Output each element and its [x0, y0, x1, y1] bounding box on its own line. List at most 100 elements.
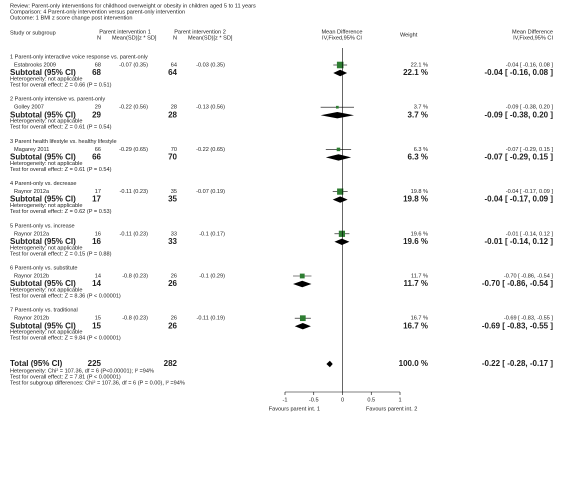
effect: -0.07 [ -0.29, 0.15 ]: [485, 153, 554, 162]
n1: 66: [95, 147, 101, 153]
effect: -0.09 [ -0.38, 0.20 ]: [506, 105, 554, 111]
study-name: Raynor 2012b: [14, 273, 49, 279]
n1: 16: [95, 231, 101, 237]
n2: 282: [164, 359, 178, 368]
n2: 64: [168, 68, 177, 77]
column-header: N: [97, 35, 101, 41]
diamond: [294, 323, 311, 330]
subgroup-title: 7 Parent-only vs. traditional: [10, 308, 78, 314]
heterogeneity: Heterogeneity: not applicable: [10, 287, 82, 293]
weight: 19.6 %: [403, 237, 428, 246]
mean1: -0.8 (0.23): [122, 316, 148, 322]
overall-test: Test for overall effect: Z = 0.62 (P = 0…: [10, 209, 112, 215]
overall-test: Test for overall effect: Z = 0.66 (P = 0…: [10, 82, 112, 88]
diamond: [334, 238, 350, 245]
diamond: [293, 280, 312, 288]
diamond: [326, 360, 333, 368]
effect-square: [336, 147, 341, 152]
effect: -0.04 [ -0.16, 0.08 ]: [485, 68, 554, 77]
overall-test: Test for overall effect: Z = 0.61 (P = 0…: [10, 167, 112, 173]
column-header: Mean(SD)[z * SD]: [112, 35, 157, 41]
effect: -0.04 [ -0.17, 0.09 ]: [485, 195, 554, 204]
mean1: -0.8 (0.23): [122, 273, 148, 279]
column-header: Mean(SD)[z * SD]: [188, 35, 233, 41]
column-header: Mean Difference: [512, 29, 553, 35]
mean2: -0.03 (0.35): [196, 62, 225, 68]
study-name: Raynor 2012a: [14, 231, 50, 237]
mean2: -0.11 (0.19): [196, 316, 225, 322]
mean2: -0.1 (0.29): [199, 273, 225, 279]
n2: 64: [171, 62, 177, 68]
heterogeneity: Heterogeneity: not applicable: [10, 161, 82, 167]
overall-test: Test for overall effect: Z = 0.61 (P = 0…: [10, 125, 112, 131]
column-header: Parent intervention 1: [99, 29, 151, 35]
n2: 28: [171, 105, 177, 111]
header-line: Outcome: 1 BMI z score change post inter…: [10, 15, 133, 21]
weight: 3.7 %: [408, 110, 428, 119]
n2: 70: [168, 153, 177, 162]
total-note: Test for subgroup differences: Chi² = 10…: [10, 380, 185, 386]
mean1: -0.22 (0.56): [119, 105, 148, 111]
column-header: N: [173, 35, 177, 41]
favours-right: Favours parent int. 2: [366, 406, 417, 412]
n1: 68: [92, 68, 101, 77]
weight: 11.7 %: [404, 279, 428, 288]
favours-left: Favours parent int. 1: [269, 406, 320, 412]
summary-label: Subtotal (95% CI): [10, 195, 76, 204]
x-tick-label: -1: [283, 397, 288, 403]
column-header: IV,Fixed,95% CI: [513, 35, 553, 41]
n2: 33: [171, 231, 177, 237]
weight: 16.7 %: [403, 321, 428, 330]
subgroup-title: 1 Parent-only interactive voice response…: [10, 54, 148, 60]
effect: -0.04 [ -0.16, 0.08 ]: [506, 62, 554, 68]
n1: 14: [92, 279, 101, 288]
study-name: Estabrooks 2009: [14, 62, 56, 68]
heterogeneity: Heterogeneity: not applicable: [10, 245, 82, 251]
summary-label: Subtotal (95% CI): [10, 110, 76, 119]
weight: 16.7 %: [411, 316, 428, 322]
x-tick-label: 1: [398, 397, 401, 403]
n2: 70: [171, 147, 177, 153]
diamond: [325, 154, 352, 161]
n2: 35: [168, 195, 177, 204]
column-header: Mean Difference: [322, 29, 363, 35]
n1: 14: [95, 273, 101, 279]
n2: 28: [168, 110, 177, 119]
n2: 26: [171, 316, 177, 322]
effect-square: [299, 273, 305, 279]
diamond: [333, 69, 348, 77]
x-tick-label: -0.5: [309, 397, 319, 403]
overall-test: Test for overall effect: Z = 0.15 (P = 0…: [10, 251, 112, 257]
weight: 19.8 %: [411, 189, 428, 195]
mean1: -0.07 (0.35): [119, 62, 148, 68]
effect: -0.70 [ -0.86, -0.54 ]: [482, 279, 553, 288]
total-note: Test for overall effect: Z = 7.81 (P < 0…: [10, 374, 121, 380]
effect-square: [336, 61, 344, 69]
effect: -0.09 [ -0.38, 0.20 ]: [485, 110, 554, 119]
effect: -0.01 [ -0.14, 0.12 ]: [485, 237, 554, 246]
effect-square: [335, 105, 339, 109]
effect: -0.69 [ -0.83, -0.55 ]: [482, 321, 553, 330]
n2: 26: [168, 321, 177, 330]
effect-square: [299, 315, 306, 322]
n1: 29: [95, 105, 101, 111]
subgroup-title: 6 Parent-only vs. substitute: [10, 265, 77, 271]
heterogeneity: Heterogeneity: not applicable: [10, 119, 82, 125]
study-name: Raynor 2012a: [14, 189, 50, 195]
heterogeneity: Heterogeneity: not applicable: [10, 76, 82, 82]
weight: 6.3 %: [408, 153, 428, 162]
diamond: [332, 196, 348, 203]
subgroup-title: 5 Parent-only vs. increase: [10, 223, 75, 229]
n1: 15: [95, 316, 101, 322]
column-header: IV,Fixed,95% CI: [322, 35, 362, 41]
effect: -0.22 [ -0.28, -0.17 ]: [482, 359, 553, 368]
n2: 35: [171, 189, 177, 195]
weight: 19.6 %: [411, 231, 428, 237]
header-line: Comparison: 4 Parent-only intervention v…: [10, 9, 185, 15]
summary-label: Subtotal (95% CI): [10, 279, 76, 288]
n1: 17: [92, 195, 101, 204]
n1: 68: [95, 62, 101, 68]
mean1: -0.29 (0.65): [119, 147, 148, 153]
summary-label: Subtotal (95% CI): [10, 153, 76, 162]
